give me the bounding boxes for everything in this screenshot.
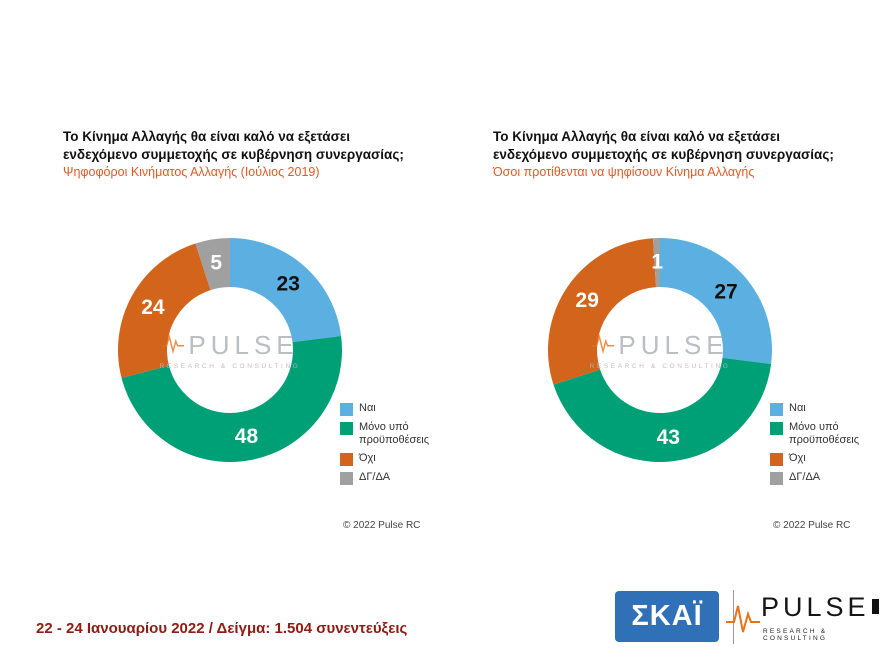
legend-swatch bbox=[770, 453, 783, 467]
legend-label: Μόνο υπό προϋποθέσεις bbox=[789, 421, 859, 447]
legend-item: ΔΓ/ΔΑ bbox=[770, 471, 872, 486]
chart-subtitle: Όσοι προτίθενται να ψηφίσουν Κίνημα Αλλα… bbox=[493, 165, 755, 179]
slice-value-label: 24 bbox=[141, 296, 165, 319]
legend-item: Ναι bbox=[340, 402, 442, 416]
legend-label: Μόνο υπό προϋποθέσεις bbox=[359, 421, 429, 447]
legend-item: Όχι bbox=[770, 452, 872, 467]
chart-subtitle: Ψηφοφόροι Κινήματος Αλλαγής (Ιούλιος 201… bbox=[63, 165, 320, 179]
donut-slice bbox=[230, 238, 342, 343]
legend-item: Μόνο υπό προϋποθέσεις bbox=[340, 421, 442, 447]
chart-panel-left: Το Κίνημα Αλλαγής θα είναι καλό να εξετά… bbox=[55, 128, 450, 548]
donut-slice bbox=[652, 238, 660, 288]
pulse-logo-subtext: RESEARCH & CONSULTING bbox=[763, 628, 828, 642]
pulse-logo: PULSE RESEARCH & CONSULTING bbox=[726, 588, 879, 646]
pulse-wave-icon bbox=[724, 596, 762, 643]
legend-item: Ναι bbox=[770, 402, 872, 416]
copyright-note: © 2022 Pulse RC bbox=[343, 520, 421, 531]
donut-slice bbox=[548, 238, 657, 385]
copyright-note: © 2022 Pulse RC bbox=[773, 520, 851, 531]
legend-swatch bbox=[340, 472, 353, 486]
legend: Ναι Μόνο υπό προϋποθέσεις Όχι ΔΓ/ΔΑ bbox=[770, 402, 872, 490]
legend-item: ΔΓ/ΔΑ bbox=[340, 471, 442, 486]
legend-item: Όχι bbox=[340, 452, 442, 467]
legend-label: Όχι bbox=[789, 452, 806, 465]
legend-label: Ναι bbox=[359, 402, 376, 414]
donut-slice bbox=[660, 238, 772, 365]
legend-swatch bbox=[770, 422, 783, 435]
legend-label: ΔΓ/ΔΑ bbox=[359, 471, 391, 484]
legend-swatch bbox=[340, 403, 353, 416]
slice-value-label: 27 bbox=[714, 280, 737, 303]
donut-chart-right: 27 43 29 1 bbox=[548, 238, 772, 463]
pulse-logo-mark bbox=[871, 599, 879, 614]
legend-swatch bbox=[340, 422, 353, 435]
legend-swatch bbox=[770, 403, 783, 416]
donut-slice bbox=[121, 335, 343, 463]
chart-title: Το Κίνημα Αλλαγής θα είναι καλό να εξετά… bbox=[493, 129, 834, 162]
donut-slice bbox=[195, 238, 230, 291]
skai-logo-text: ΣΚΑΪ bbox=[631, 600, 703, 632]
slice-value-label: 1 bbox=[651, 251, 663, 274]
slice-value-label: 48 bbox=[235, 425, 259, 448]
slice-value-label: 23 bbox=[277, 272, 300, 295]
slice-value-label: 29 bbox=[576, 289, 599, 312]
legend-label: Ναι bbox=[789, 402, 806, 414]
fieldwork-sample-note: 22 - 24 Ιανουαρίου 2022 / Δείγμα: 1.504 … bbox=[36, 620, 408, 637]
logo-divider bbox=[733, 590, 734, 644]
pulse-logo-text: PULSE bbox=[761, 592, 870, 622]
chart-title: Το Κίνημα Αλλαγής θα είναι καλό να εξετά… bbox=[63, 129, 404, 162]
chart-panel-right: Το Κίνημα Αλλαγής θα είναι καλό να εξετά… bbox=[485, 128, 880, 548]
legend-label: ΔΓ/ΔΑ bbox=[789, 471, 821, 484]
legend-swatch bbox=[770, 472, 783, 486]
skai-logo: ΣΚΑΪ bbox=[615, 591, 719, 642]
legend-label: Όχι bbox=[359, 452, 376, 465]
slice-value-label: 43 bbox=[657, 426, 680, 449]
slice-value-label: 5 bbox=[210, 252, 222, 275]
legend-item: Μόνο υπό προϋποθέσεις bbox=[770, 421, 872, 447]
legend: Ναι Μόνο υπό προϋποθέσεις Όχι ΔΓ/ΔΑ bbox=[340, 402, 442, 490]
donut-slice bbox=[553, 357, 772, 463]
donut-chart-left: 23 48 24 5 bbox=[117, 238, 343, 463]
donut-slice bbox=[117, 243, 211, 378]
legend-swatch bbox=[340, 453, 353, 467]
